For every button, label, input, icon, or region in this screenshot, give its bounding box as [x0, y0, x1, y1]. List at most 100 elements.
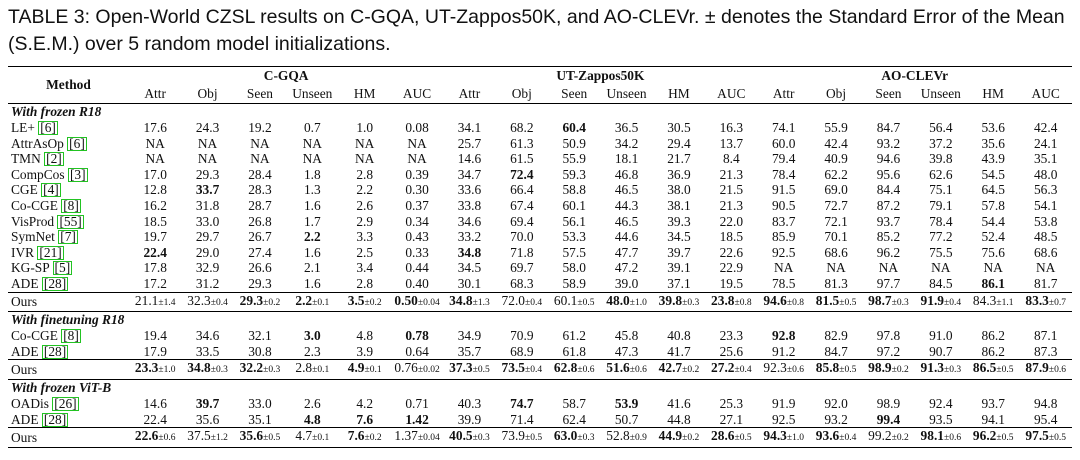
- table-cell: 94.1: [981, 411, 1005, 427]
- method-name: CompCos [3]: [11, 166, 88, 182]
- table-cell: 0.76±0.02: [390, 359, 444, 380]
- table-cell: 47.7: [614, 244, 639, 260]
- table-cell: 29.3±0.2: [233, 291, 287, 312]
- table-cell: 36.5: [614, 120, 639, 135]
- table-row: OADis [26] 14.6 39.7 33.0 2.6 4.2 0.71 40.3 74.7…: [8, 396, 1072, 412]
- table-cell: 93.2: [824, 411, 848, 427]
- table-cell: 99.2±0.2: [862, 427, 915, 448]
- table-cell: NA: [302, 135, 322, 151]
- metric-header-unseen: Unseen: [600, 84, 653, 104]
- citation-link[interactable]: [55]: [57, 213, 84, 229]
- table-cell: 92.5: [771, 244, 796, 260]
- table-cell: 1.3: [303, 182, 321, 198]
- citation-link[interactable]: [4]: [41, 182, 61, 198]
- table-cell: 92.3±0.6: [757, 359, 810, 380]
- table-cell: 17.6: [143, 120, 167, 135]
- table-cell: 52.4: [981, 229, 1005, 245]
- table-cell: 24.1: [1033, 135, 1058, 151]
- table-caption: TABLE 3: Open-World CZSL results on C-GQ…: [8, 6, 1065, 55]
- table-cell: 4.9±0.1: [338, 359, 391, 380]
- method-name: KG-SP [5]: [11, 260, 73, 276]
- table-cell: 22.4: [143, 244, 167, 260]
- citation-link[interactable]: [8]: [61, 328, 81, 344]
- table-cell: 46.5: [614, 182, 639, 198]
- table-cell: 3.3: [356, 229, 374, 245]
- table-cell: 14.6: [457, 151, 482, 167]
- table-cell: 94.6: [876, 151, 901, 167]
- table-cell: 84.7: [876, 120, 901, 135]
- citation-link[interactable]: [28]: [41, 343, 69, 359]
- table-cell: 91.2: [771, 343, 796, 359]
- table-row: Co-CGE [8] 16.2 31.8 28.7 1.6 2.6 0.37 33.8 67.4…: [8, 198, 1072, 214]
- citation-link[interactable]: [28]: [41, 411, 69, 427]
- table-cell: 72.4: [510, 166, 534, 182]
- table-cell: 2.2: [303, 229, 321, 245]
- table-cell: 2.5: [356, 244, 374, 260]
- table-body: With frozen R18 LE+ [6] 17.6 24.3 19.2 0.7 1.0…: [8, 103, 1072, 448]
- method-name: CGE [4]: [11, 182, 61, 198]
- table-cell: 45.8: [614, 328, 639, 344]
- ours-row: Ours 22.6±0.6 37.5±1.2 35.6±0.5 4.7±0.1 7.6±0…: [8, 427, 1072, 448]
- table-cell: 32.2±0.3: [233, 359, 287, 380]
- citation-link[interactable]: [2]: [44, 151, 64, 167]
- table-cell: 81.7: [1033, 275, 1058, 291]
- citation-link[interactable]: [6]: [38, 120, 58, 135]
- citation-link[interactable]: [6]: [67, 135, 87, 151]
- citation-link[interactable]: [5]: [52, 260, 73, 276]
- table-cell: 59.3: [562, 166, 586, 182]
- method-name: ADE [28]: [11, 343, 69, 359]
- table-cell: 34.8±1.3: [443, 291, 496, 312]
- table-row: SymNet [7] 19.7 29.7 26.7 2.2 3.3 0.43 33.2 70.0…: [8, 229, 1072, 245]
- table-cell: 28.3: [248, 182, 272, 198]
- table-cell: 17.9: [143, 343, 167, 359]
- table-cell: 51.6±0.6: [600, 359, 653, 380]
- table-cell: 39.8: [929, 151, 953, 167]
- table-cell: 48.0: [1033, 166, 1058, 182]
- table-cell: 67.4: [510, 197, 534, 213]
- table-cell: 71.4: [510, 411, 534, 427]
- metric-header-hm: HM: [967, 84, 1020, 104]
- table-cell: 55.9: [824, 120, 848, 135]
- table-cell: 92.5: [771, 411, 796, 427]
- table-cell: 28.4: [248, 166, 272, 182]
- method-name: TMN [2]: [11, 151, 64, 167]
- table-cell: 63.0±0.3: [548, 427, 601, 448]
- table-cell: 84.7: [824, 343, 848, 359]
- table-cell: 86.5±0.5: [967, 359, 1020, 380]
- table-cell: 39.3: [667, 213, 691, 229]
- table-cell: 25.6: [719, 343, 744, 359]
- citation-link[interactable]: [7]: [58, 229, 78, 245]
- table-cell: 72.7: [824, 197, 848, 213]
- table-cell: 84.5: [929, 275, 953, 291]
- table-cell: 16.3: [719, 120, 744, 135]
- citation-link[interactable]: [28]: [41, 275, 69, 291]
- table-row: LE+ [6] 17.6 24.3 19.2 0.7 1.0 0.08 34.1 68.2 60.…: [8, 120, 1072, 136]
- table-cell: 61.2: [562, 328, 586, 344]
- table-cell: 34.6: [457, 213, 482, 229]
- table-cell: 91.5: [771, 182, 796, 198]
- table-cell: 34.1: [457, 120, 482, 135]
- table-cell: 18.5: [143, 213, 167, 229]
- table-cell: 23.3±1.0: [129, 359, 182, 380]
- citation-link[interactable]: [3]: [67, 166, 88, 182]
- table-cell: 35.1: [1033, 151, 1058, 167]
- table-cell: NA: [407, 151, 427, 167]
- table-cell: 37.3±0.5: [443, 359, 496, 380]
- table-cell: 91.0: [929, 328, 953, 344]
- table-cell: 31.8: [195, 197, 220, 213]
- citation-link[interactable]: [26]: [52, 395, 79, 411]
- metric-header-auc: AUC: [1019, 84, 1072, 104]
- table-cell: 83.3±0.7: [1019, 291, 1072, 312]
- table-row: AttrAsOp [6] NA NA NA NA NA NA 25.7 61.3 50.9 34.2…: [8, 136, 1072, 152]
- table-cell: 93.5: [929, 411, 953, 427]
- citation-link[interactable]: [8]: [61, 197, 81, 213]
- table-cell: 19.2: [248, 120, 272, 135]
- method-name: AttrAsOp [6]: [11, 135, 87, 151]
- table-cell: NA: [302, 151, 322, 167]
- table-cell: 53.6: [981, 120, 1005, 135]
- citation-link[interactable]: [21]: [37, 244, 64, 260]
- table-cell: 71.8: [510, 244, 534, 260]
- table-cell: 32.3±0.4: [181, 291, 234, 312]
- table-cell: 34.6: [195, 328, 220, 344]
- table-cell: 2.2: [356, 182, 374, 198]
